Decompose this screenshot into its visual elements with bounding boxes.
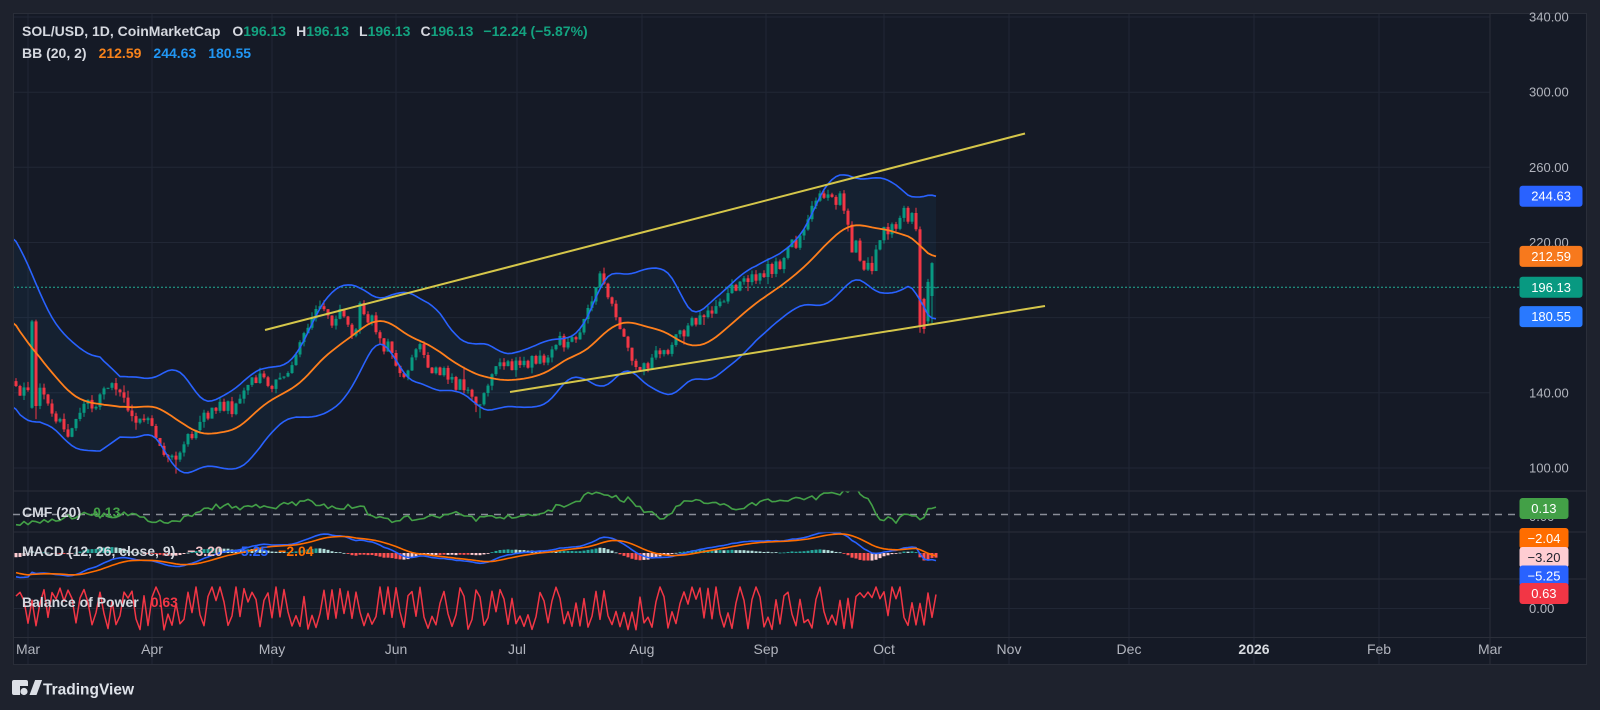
svg-text:Sep: Sep	[754, 641, 779, 657]
svg-text:0.63: 0.63	[1531, 586, 1556, 601]
svg-text:MACD (12, 26, close, 9)−3.20−5: MACD (12, 26, close, 9) −3.20 −5.25 −2.04	[22, 543, 314, 559]
svg-text:Jun: Jun	[385, 641, 408, 657]
svg-text:340.00: 340.00	[1529, 10, 1569, 25]
svg-text:Mar: Mar	[16, 641, 40, 657]
svg-text:260.00: 260.00	[1529, 160, 1569, 175]
svg-text:300.00: 300.00	[1529, 85, 1569, 100]
svg-text:May: May	[259, 641, 285, 657]
svg-text:−3.20: −3.20	[1528, 550, 1561, 565]
svg-text:212.59: 212.59	[1531, 249, 1571, 264]
svg-text:0.00: 0.00	[1529, 601, 1554, 616]
svg-text:Jul: Jul	[508, 641, 526, 657]
svg-text:Feb: Feb	[1367, 641, 1391, 657]
svg-text:Apr: Apr	[141, 641, 163, 657]
svg-text:CMF (20)0.13: CMF (20) 0.13	[22, 504, 121, 520]
svg-text:Mar: Mar	[1478, 641, 1502, 657]
svg-text:Aug: Aug	[630, 641, 655, 657]
svg-text:100.00: 100.00	[1529, 461, 1569, 476]
svg-text:Nov: Nov	[997, 641, 1022, 657]
svg-text:TradingView: TradingView	[43, 682, 135, 699]
svg-text:2026: 2026	[1238, 641, 1269, 657]
svg-text:−2.04: −2.04	[1528, 531, 1561, 546]
svg-text:244.63: 244.63	[1531, 189, 1571, 204]
svg-text:140.00: 140.00	[1529, 385, 1569, 400]
svg-text:180.55: 180.55	[1531, 309, 1571, 324]
svg-text:196.13: 196.13	[1531, 280, 1571, 295]
svg-text:Oct: Oct	[873, 641, 895, 657]
svg-text:Dec: Dec	[1117, 641, 1142, 657]
svg-text:−5.25: −5.25	[1528, 569, 1561, 584]
svg-text:0.13: 0.13	[1531, 501, 1556, 516]
